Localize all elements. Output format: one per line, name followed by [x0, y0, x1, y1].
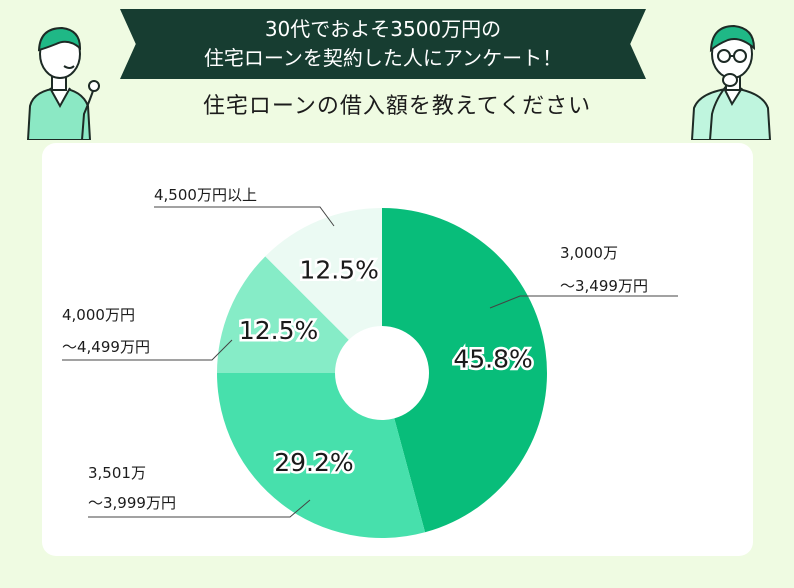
category-label-4000-4499-line1: 4,000万円 — [62, 306, 135, 324]
category-label-3501-3999-line1: 3,501万 — [88, 464, 146, 482]
slice-percent-3000-3499: 45.8% — [453, 344, 532, 373]
pie-slice-3000-3499 — [382, 208, 547, 533]
percent-labels-group: 45.8% 29.2% 12.5% 12.5% — [236, 253, 535, 479]
person-pointing-illustration — [26, 26, 100, 140]
pie-slice-3501-3999 — [217, 373, 426, 538]
banner-line-2: 住宅ローンを契約した人にアンケート！ — [203, 46, 563, 70]
category-label-3000-3499-line1: 3,000万 — [560, 244, 618, 262]
person-thinking-illustration — [690, 24, 772, 140]
pie-slice-4000-4499 — [217, 256, 349, 373]
leader-lines-group — [62, 206, 678, 518]
slices-group — [217, 208, 547, 538]
slice-percent-4000-4499: 12.5% — [239, 316, 318, 345]
slice-percent-3501-3999: 29.2% — [274, 448, 353, 477]
category-label-4500-plus-line1: 4,500万円以上 — [154, 186, 257, 204]
slice-percent-4500-plus: 12.5% — [299, 256, 378, 285]
category-labels-group: 3,000万〜3,499万円 3,501万〜3,999万円 4,000万円〜4,49… — [62, 186, 648, 512]
leader-line-4500-plus — [154, 206, 335, 227]
leader-line-4000-4499 — [62, 339, 233, 361]
category-label-3501-3999-line2: 〜3,999万円 — [88, 494, 176, 512]
banner-line-1: 30代でおよそ3500万円の — [264, 17, 502, 41]
category-label-4000-4499-line2: 〜4,499万円 — [62, 338, 150, 356]
leader-line-3501-3999 — [88, 499, 311, 518]
question-subtitle: 住宅ローンの借入額を教えてください — [202, 94, 592, 119]
title-banner: 30代でおよそ3500万円の 住宅ローンを契約した人にアンケート！ — [120, 9, 646, 79]
category-label-3000-3499-line2: 〜3,499万円 — [560, 277, 648, 295]
leader-line-3000-3499 — [489, 295, 678, 309]
pie-slice-4500-plus — [265, 208, 382, 340]
